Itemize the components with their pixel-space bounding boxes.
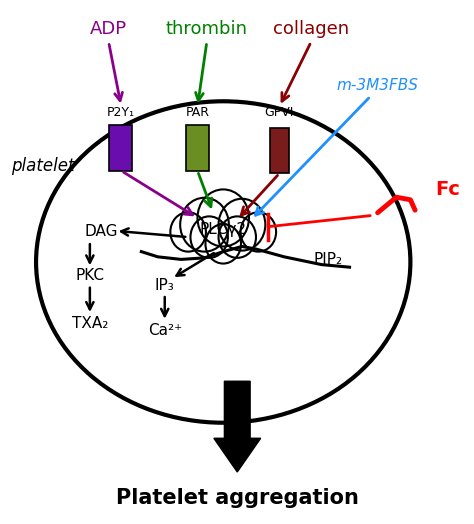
Circle shape	[170, 212, 206, 252]
Text: Fc: Fc	[436, 180, 460, 199]
Circle shape	[240, 212, 276, 252]
Circle shape	[219, 216, 256, 258]
Circle shape	[219, 199, 265, 250]
Text: GPVI: GPVI	[264, 106, 294, 119]
Text: PLCγ2: PLCγ2	[200, 222, 247, 237]
Text: DAG: DAG	[85, 224, 118, 239]
Text: P2Y₁: P2Y₁	[106, 106, 134, 119]
FancyBboxPatch shape	[186, 125, 209, 171]
FancyArrow shape	[214, 381, 261, 472]
Text: collagen: collagen	[273, 20, 349, 38]
Text: PKC: PKC	[75, 268, 104, 283]
Text: IP₃: IP₃	[155, 278, 174, 293]
Text: TXA₂: TXA₂	[72, 316, 108, 331]
Text: Ca²⁺: Ca²⁺	[148, 323, 182, 338]
Text: Platelet aggregation: Platelet aggregation	[116, 488, 359, 508]
Text: thrombin: thrombin	[166, 20, 248, 38]
FancyBboxPatch shape	[109, 125, 131, 171]
Circle shape	[198, 189, 249, 246]
Text: PAR: PAR	[185, 106, 210, 119]
Text: ADP: ADP	[90, 20, 127, 38]
Circle shape	[191, 216, 228, 258]
Text: m-3M3FBS: m-3M3FBS	[337, 78, 419, 93]
Circle shape	[205, 224, 241, 264]
Text: platelet: platelet	[11, 157, 75, 175]
FancyBboxPatch shape	[270, 128, 289, 173]
Circle shape	[180, 198, 229, 252]
Text: PIP₂: PIP₂	[314, 252, 343, 267]
